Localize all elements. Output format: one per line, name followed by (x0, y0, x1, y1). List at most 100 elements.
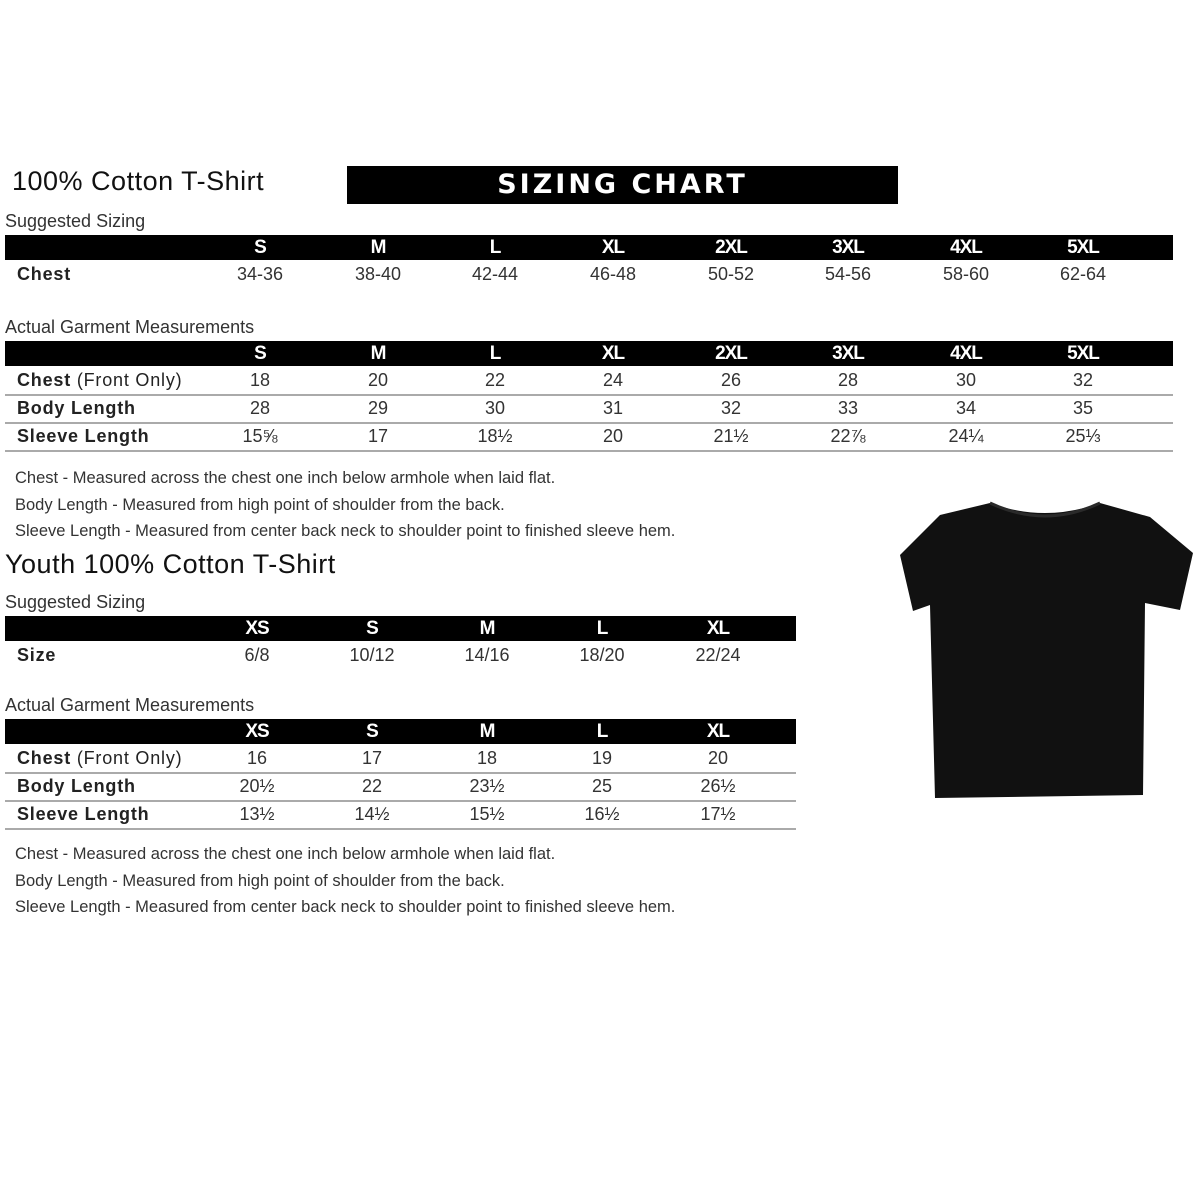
youth-notes: Chest - Measured across the chest one in… (15, 841, 675, 921)
row-label-text: Chest (17, 370, 72, 390)
size-header-cell: XL (706, 618, 730, 639)
size-header-cell: M (370, 237, 387, 258)
youth-suggested-label: Suggested Sizing (5, 592, 146, 612)
size-header-cell: 5XL (1067, 237, 1100, 258)
table-row: Sleeve Length 13½ 14½ 15½ 16½ 17½ (5, 800, 796, 830)
table-cell: 58-60 (942, 264, 990, 284)
size-header-cell: M (479, 721, 496, 742)
table-cell: 20 (602, 426, 624, 446)
size-header-cell: XS (245, 618, 269, 639)
youth-suggested-table: XS S M L XL Size 6/8 10/12 14/16 18/20 22/24 (5, 616, 796, 665)
table-cell: 50-52 (707, 264, 755, 284)
table-cell: 34 (955, 398, 977, 418)
row-label: Sleeve Length (17, 422, 149, 450)
table-cell: 16 (246, 748, 268, 768)
adult-title: 100% Cotton T-Shirt (12, 166, 265, 196)
size-header-row: S M L XL 2XL 3XL 4XL 5XL (5, 341, 1173, 366)
size-header-cell: XS (245, 721, 269, 742)
row-label-text: Body Length (17, 398, 136, 418)
table-cell: 17½ (700, 804, 736, 824)
note-line: Sleeve Length - Measured from center bac… (15, 522, 676, 540)
table-cell: 18 (476, 748, 498, 768)
table-cell: 24 (602, 370, 624, 390)
table-cell: 23½ (469, 776, 505, 796)
row-label: Body Length (17, 772, 136, 800)
table-row: Sleeve Length 15⅝ 17 18½ 20 21½ 22⅞ 24¼ 25⅓ (5, 422, 1173, 452)
size-header-cell: 2XL (715, 343, 748, 364)
size-header-cell: L (489, 237, 502, 258)
table-row: Size 6/8 10/12 14/16 18/20 22/24 (5, 641, 796, 669)
table-cell: 33 (837, 398, 859, 418)
size-header-cell: S (254, 237, 267, 258)
table-cell: 38-40 (354, 264, 402, 284)
size-header-cell: 5XL (1067, 343, 1100, 364)
table-cell: 24¼ (948, 426, 984, 446)
table-cell: 32 (720, 398, 742, 418)
size-header-row: XS S M L XL (5, 719, 796, 744)
table-cell: 15⅝ (242, 426, 278, 446)
size-header-row: S M L XL 2XL 3XL 4XL 5XL (5, 235, 1173, 260)
table-cell: 46-48 (589, 264, 637, 284)
table-cell: 20½ (239, 776, 275, 796)
note-line: Chest - Measured across the chest one in… (15, 469, 556, 487)
size-header-cell: 2XL (715, 237, 748, 258)
row-label-text: Size (17, 645, 57, 665)
adult-suggested-table: S M L XL 2XL 3XL 4XL 5XL Chest 34-36 38-40 42-44 46-… (5, 235, 1173, 284)
row-label-text: Chest (17, 748, 72, 768)
row-label-text: Chest (17, 264, 72, 284)
size-header-cell: S (366, 721, 379, 742)
size-header-cell: XL (601, 237, 625, 258)
table-cell: 6/8 (244, 645, 270, 665)
size-header-row: XS S M L XL (5, 616, 796, 641)
table-cell: 22/24 (695, 645, 741, 665)
row-label: Size (17, 641, 56, 669)
table-cell: 30 (955, 370, 977, 390)
row-label-suffix: (Front Only) (71, 370, 183, 390)
row-label-suffix: (Front Only) (71, 748, 183, 768)
table-cell: 28 (837, 370, 859, 390)
youth-title: Youth 100% Cotton T-Shirt (5, 549, 336, 579)
table-cell: 26½ (700, 776, 736, 796)
table-cell: 32 (1072, 370, 1094, 390)
row-label: Chest (Front Only) (17, 366, 182, 394)
size-header-cell: XL (706, 721, 730, 742)
adult-actual-table: S M L XL 2XL 3XL 4XL 5XL Chest (Front Only) 18 20 2… (5, 341, 1173, 452)
table-cell: 35 (1072, 398, 1094, 418)
table-row: Body Length 20½ 22 23½ 25 26½ (5, 772, 796, 802)
size-header-cell: M (479, 618, 496, 639)
note-line: Sleeve Length - Measured from center bac… (15, 898, 676, 916)
table-cell: 10/12 (349, 645, 395, 665)
row-label: Chest (17, 260, 71, 288)
table-cell: 17 (367, 426, 389, 446)
black-tshirt-icon (900, 501, 1193, 798)
size-header-cell: M (370, 343, 387, 364)
table-cell: 21½ (713, 426, 749, 446)
size-header-cell: L (596, 721, 609, 742)
table-cell: 14½ (354, 804, 390, 824)
table-cell: 18/20 (579, 645, 625, 665)
table-cell: 26 (720, 370, 742, 390)
size-header-cell: S (366, 618, 379, 639)
table-row: Chest (Front Only) 18 20 22 24 26 28 30 32 (5, 366, 1173, 396)
size-header-cell: L (489, 343, 502, 364)
row-label: Chest (Front Only) (17, 744, 182, 772)
table-cell: 20 (367, 370, 389, 390)
table-cell: 18 (249, 370, 271, 390)
table-cell: 15½ (469, 804, 505, 824)
adult-notes: Chest - Measured across the chest one in… (15, 465, 675, 545)
table-cell: 14/16 (464, 645, 510, 665)
table-cell: 18½ (477, 426, 513, 446)
table-cell: 22 (484, 370, 506, 390)
table-cell: 17 (361, 748, 383, 768)
size-header-cell: L (596, 618, 609, 639)
table-cell: 25⅓ (1065, 426, 1101, 446)
table-cell: 22 (361, 776, 383, 796)
youth-actual-label: Actual Garment Measurements (5, 695, 255, 715)
table-cell: 62-64 (1059, 264, 1107, 284)
row-label: Sleeve Length (17, 800, 149, 828)
table-cell: 30 (484, 398, 506, 418)
table-cell: 22⅞ (830, 426, 866, 446)
size-header-cell: 3XL (832, 343, 865, 364)
table-cell: 19 (591, 748, 613, 768)
